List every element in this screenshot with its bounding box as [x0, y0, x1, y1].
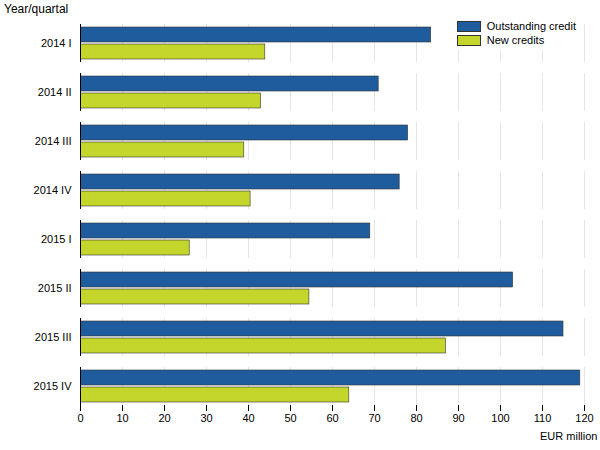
svg-text:90: 90 [452, 412, 464, 424]
svg-text:30: 30 [200, 412, 212, 424]
svg-text:60: 60 [326, 412, 338, 424]
svg-text:2014 I: 2014 I [41, 37, 72, 49]
svg-text:2015 II: 2015 II [38, 282, 72, 294]
svg-text:40: 40 [242, 412, 254, 424]
svg-text:20: 20 [158, 412, 170, 424]
svg-text:0: 0 [77, 412, 83, 424]
html-text:Year/quartal: Year/quartal [4, 2, 69, 16]
svg-text:80: 80 [410, 412, 422, 424]
svg-text:2014 III: 2014 III [35, 135, 72, 147]
svg-text:2015 IV: 2015 IV [34, 380, 73, 392]
html-text:New credits: New credits [486, 34, 545, 46]
svg-text:2015 I: 2015 I [41, 233, 72, 245]
svg-text:120: 120 [575, 412, 593, 424]
svg-text:2014 IV: 2014 IV [34, 184, 73, 196]
svg-text:2015 III: 2015 III [35, 331, 72, 343]
svg-text:100: 100 [491, 412, 509, 424]
html-text:Outstanding credit: Outstanding credit [486, 20, 576, 32]
svg-text:EUR million: EUR million [540, 430, 597, 442]
svg-text:70: 70 [368, 412, 380, 424]
svg-text:110: 110 [534, 412, 552, 424]
svg-text:10: 10 [116, 412, 128, 424]
svg-text:2014 II: 2014 II [38, 86, 72, 98]
svg-text:50: 50 [284, 412, 296, 424]
